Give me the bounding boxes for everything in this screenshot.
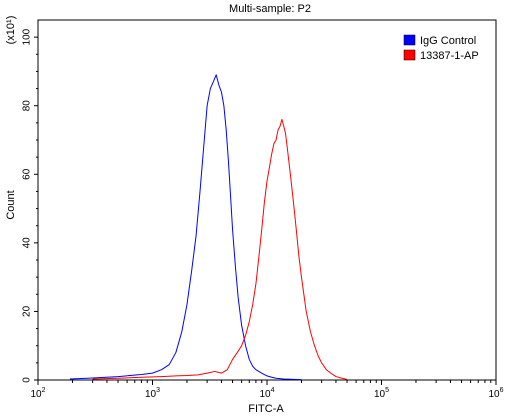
y-tick-label: 40 [22,237,33,249]
x-tick-label: 105 [374,387,389,400]
y-tick-label: 20 [22,305,33,317]
legend-label: IgG Control [420,35,476,47]
x-tick-label: 106 [488,387,503,400]
x-tick-label: 103 [145,387,160,400]
y-tick-label: 0 [22,377,33,383]
legend-label: 13387-1-AP [420,50,479,62]
y-tick-label: 100 [22,28,33,45]
series-line-13387-1-ap [92,118,348,380]
x-tick-label: 104 [259,387,274,400]
y-tick-label: 60 [22,168,33,180]
series-line-igg-control [69,74,302,381]
legend-swatch [403,34,416,46]
legend: IgG Control 13387-1-AP [403,34,479,62]
legend-swatch [403,49,416,61]
x-axis-label: FITC-A [248,403,284,415]
y-tick-label: 80 [22,100,33,112]
chart-title: Multi-sample: P2 [229,3,311,15]
y-axis-label: Count [5,190,17,219]
x-axis-ticks: 102 103 104 105 106 [30,380,504,400]
x-tick-label: 102 [30,387,45,400]
series-layer [69,74,348,381]
y-axis-ticks: 0 20 40 60 80 100 [22,28,38,383]
y-axis-multiplier: (x10¹) [5,16,17,45]
